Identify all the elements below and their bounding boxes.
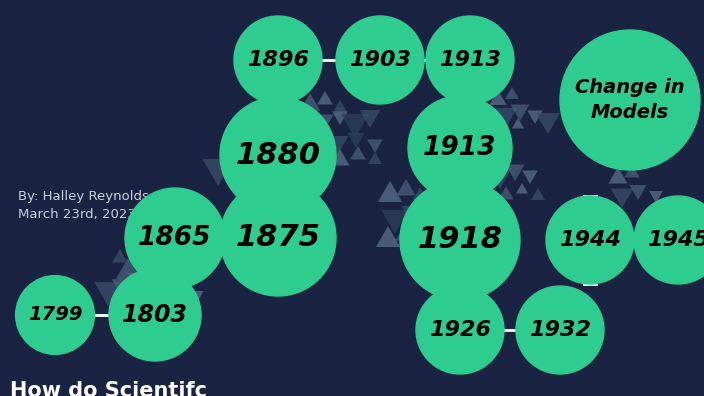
Circle shape	[416, 286, 504, 374]
Polygon shape	[505, 164, 524, 181]
Text: By: Halley Reynolds
March 23rd, 2023: By: Halley Reynolds March 23rd, 2023	[18, 190, 149, 221]
Polygon shape	[608, 167, 627, 183]
Polygon shape	[510, 105, 529, 121]
Polygon shape	[127, 273, 144, 288]
Polygon shape	[516, 183, 528, 194]
Polygon shape	[327, 136, 348, 154]
Text: 1944: 1944	[559, 230, 621, 250]
Polygon shape	[488, 168, 512, 189]
Polygon shape	[367, 139, 383, 153]
Polygon shape	[226, 181, 250, 202]
Polygon shape	[420, 213, 436, 228]
Polygon shape	[300, 93, 320, 111]
Polygon shape	[512, 118, 524, 128]
Circle shape	[234, 16, 322, 104]
Polygon shape	[536, 113, 560, 134]
Text: 1880: 1880	[236, 141, 320, 169]
Polygon shape	[94, 282, 122, 306]
Text: 1896: 1896	[247, 50, 309, 70]
Polygon shape	[401, 206, 422, 224]
Circle shape	[516, 286, 604, 374]
Text: 1865: 1865	[138, 225, 212, 251]
Polygon shape	[170, 278, 189, 295]
Circle shape	[408, 96, 512, 200]
Circle shape	[17, 277, 93, 353]
Circle shape	[400, 180, 520, 300]
Circle shape	[546, 196, 634, 284]
Text: 1913: 1913	[439, 50, 501, 70]
Circle shape	[336, 16, 424, 104]
Polygon shape	[649, 191, 663, 203]
Polygon shape	[527, 110, 543, 124]
Polygon shape	[341, 114, 369, 138]
Polygon shape	[611, 188, 634, 208]
Polygon shape	[333, 100, 347, 112]
Text: 1903: 1903	[349, 50, 411, 70]
Polygon shape	[112, 249, 128, 263]
Polygon shape	[318, 91, 333, 105]
Text: 1932: 1932	[529, 320, 591, 340]
Text: How do Scientifc
Models Change
Overtime: How do Scientifc Models Change Overtime	[10, 381, 207, 396]
Polygon shape	[505, 87, 519, 99]
Text: Change in
Models: Change in Models	[575, 78, 685, 122]
Circle shape	[560, 30, 700, 170]
Polygon shape	[368, 152, 382, 164]
Polygon shape	[187, 291, 203, 306]
Polygon shape	[315, 114, 334, 131]
Text: 1875: 1875	[236, 223, 320, 253]
Polygon shape	[624, 164, 640, 177]
Text: 1945: 1945	[647, 230, 704, 250]
Polygon shape	[315, 132, 329, 144]
Polygon shape	[376, 226, 400, 247]
Polygon shape	[296, 135, 314, 150]
Polygon shape	[224, 156, 248, 177]
Polygon shape	[296, 118, 320, 139]
Circle shape	[125, 188, 225, 288]
Polygon shape	[493, 108, 517, 129]
Polygon shape	[112, 279, 132, 297]
Polygon shape	[629, 185, 647, 200]
Polygon shape	[494, 121, 510, 135]
Polygon shape	[531, 188, 545, 200]
Polygon shape	[244, 200, 265, 218]
Circle shape	[220, 180, 336, 296]
Polygon shape	[347, 133, 365, 148]
Polygon shape	[360, 110, 380, 128]
Polygon shape	[332, 112, 348, 125]
Polygon shape	[116, 258, 140, 279]
Polygon shape	[132, 287, 163, 314]
Text: 1918: 1918	[417, 225, 503, 255]
Polygon shape	[330, 149, 349, 166]
Text: 1803: 1803	[122, 303, 188, 327]
Polygon shape	[350, 146, 366, 160]
Polygon shape	[381, 210, 409, 234]
Polygon shape	[242, 177, 261, 194]
Circle shape	[634, 196, 704, 284]
Polygon shape	[522, 171, 538, 184]
Polygon shape	[396, 224, 415, 240]
Polygon shape	[203, 159, 234, 186]
Polygon shape	[498, 186, 514, 200]
Circle shape	[220, 97, 336, 213]
Circle shape	[109, 269, 201, 361]
Polygon shape	[489, 90, 507, 105]
Polygon shape	[153, 283, 177, 304]
Text: 1926: 1926	[429, 320, 491, 340]
Polygon shape	[396, 179, 415, 196]
Polygon shape	[378, 181, 402, 202]
Text: 1799: 1799	[27, 305, 82, 324]
Polygon shape	[413, 187, 428, 200]
Polygon shape	[137, 258, 153, 273]
Polygon shape	[413, 231, 428, 244]
Circle shape	[426, 16, 514, 104]
Text: 1913: 1913	[423, 135, 497, 161]
